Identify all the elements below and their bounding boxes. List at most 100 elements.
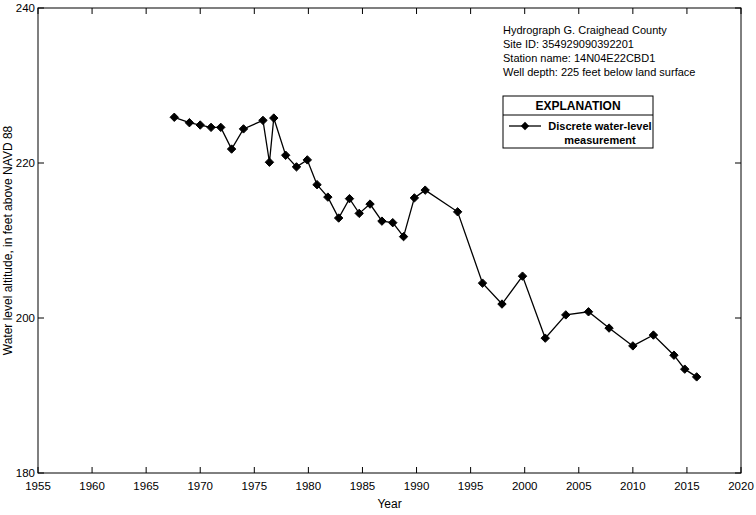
data-point bbox=[239, 125, 247, 133]
x-tick bbox=[362, 8, 363, 14]
x-tick bbox=[686, 467, 687, 473]
x-tick bbox=[470, 467, 471, 473]
x-tick-label: 2005 bbox=[566, 480, 592, 492]
data-line bbox=[174, 117, 696, 377]
x-tick bbox=[254, 8, 255, 14]
y-tick bbox=[38, 8, 44, 9]
data-point bbox=[692, 373, 700, 381]
y-tick bbox=[735, 163, 741, 164]
x-tick bbox=[92, 8, 93, 14]
y-tick-label: 180 bbox=[16, 467, 35, 479]
data-point bbox=[303, 156, 311, 164]
legend-label-line: measurement bbox=[564, 134, 636, 146]
legend-divider bbox=[503, 115, 653, 116]
data-point bbox=[324, 193, 332, 201]
y-tick bbox=[38, 473, 44, 474]
x-tick bbox=[741, 467, 742, 473]
x-tick bbox=[38, 8, 39, 14]
x-tick-label: 1990 bbox=[404, 480, 430, 492]
x-tick bbox=[470, 8, 471, 14]
x-tick-label: 1995 bbox=[458, 480, 484, 492]
data-point bbox=[399, 232, 407, 240]
x-tick bbox=[254, 467, 255, 473]
data-point bbox=[281, 151, 289, 159]
data-point bbox=[227, 145, 235, 153]
data-point bbox=[421, 186, 429, 194]
x-tick bbox=[200, 8, 201, 14]
data-group bbox=[170, 113, 701, 381]
y-tick-label: 220 bbox=[16, 157, 35, 169]
x-tick-label: 1980 bbox=[296, 480, 322, 492]
data-point bbox=[270, 114, 278, 122]
x-tick-label: 1970 bbox=[187, 480, 213, 492]
y-tick-label: 240 bbox=[16, 2, 35, 14]
data-point bbox=[605, 324, 613, 332]
data-point bbox=[313, 181, 321, 189]
data-point bbox=[196, 121, 204, 129]
data-point bbox=[670, 351, 678, 359]
x-tick-label: 2020 bbox=[728, 480, 754, 492]
annotation: Site ID: 354929090392201 bbox=[503, 38, 634, 50]
legend-label: Discrete water-level measurement bbox=[548, 120, 651, 146]
x-tick-label: 1985 bbox=[350, 480, 376, 492]
data-point bbox=[334, 214, 342, 222]
legend-label-line: Discrete water-level bbox=[548, 120, 651, 132]
data-point bbox=[292, 163, 300, 171]
plot-frame bbox=[38, 8, 741, 473]
x-tick bbox=[146, 8, 147, 14]
legend-box bbox=[503, 96, 653, 148]
legend-title: EXPLANATION bbox=[535, 99, 620, 113]
x-tick bbox=[632, 8, 633, 14]
annotation: Station name: 14N04E22CBD1 bbox=[503, 52, 655, 64]
data-point bbox=[378, 217, 386, 225]
x-tick-label: 2000 bbox=[512, 480, 538, 492]
data-point bbox=[649, 331, 657, 339]
data-point bbox=[355, 209, 363, 217]
x-tick bbox=[686, 8, 687, 14]
data-point bbox=[478, 279, 486, 287]
legend-marker bbox=[521, 122, 529, 130]
chart: 1955 1960 1965 1970 1975 1980 1985 1990 1995 2000… bbox=[0, 0, 756, 515]
data-point bbox=[170, 113, 178, 121]
x-tick bbox=[578, 8, 579, 14]
title: Hydrograph G. Craighead County bbox=[503, 24, 667, 36]
data-point bbox=[518, 272, 526, 280]
x-tick-label: 2010 bbox=[620, 480, 646, 492]
x-tick bbox=[524, 467, 525, 473]
y-tick-label: 200 bbox=[16, 312, 35, 324]
x-tick bbox=[632, 467, 633, 473]
data-point bbox=[265, 158, 273, 166]
y-tick bbox=[735, 473, 741, 474]
x-tick bbox=[416, 8, 417, 14]
y-tick bbox=[38, 318, 44, 319]
y-axis-title: Water level altitude, in feet above NAVD… bbox=[1, 125, 15, 355]
x-tick bbox=[416, 467, 417, 473]
data-point bbox=[562, 311, 570, 319]
data-point bbox=[207, 123, 215, 131]
x-tick-label: 1975 bbox=[242, 480, 268, 492]
x-tick bbox=[741, 8, 742, 14]
data-point bbox=[498, 300, 506, 308]
x-tick-label: 1955 bbox=[25, 480, 51, 492]
y-tick bbox=[735, 8, 741, 9]
data-point bbox=[629, 342, 637, 350]
data-point bbox=[366, 200, 374, 208]
x-tick bbox=[578, 467, 579, 473]
x-tick-label: 2015 bbox=[674, 480, 700, 492]
x-tick bbox=[146, 467, 147, 473]
x-tick bbox=[362, 467, 363, 473]
x-tick bbox=[200, 467, 201, 473]
data-point bbox=[259, 116, 267, 124]
data-point bbox=[453, 208, 461, 216]
data-point bbox=[410, 194, 418, 202]
data-point bbox=[185, 119, 193, 127]
x-tick-label: 1960 bbox=[79, 480, 105, 492]
data-point bbox=[217, 123, 225, 131]
x-axis-title: Year bbox=[377, 497, 401, 511]
x-tick-label: 1965 bbox=[133, 480, 159, 492]
x-tick bbox=[92, 467, 93, 473]
y-tick bbox=[735, 318, 741, 319]
data-point bbox=[681, 365, 689, 373]
annotation: Well depth: 225 feet below land surface bbox=[503, 66, 695, 78]
data-point bbox=[584, 308, 592, 316]
